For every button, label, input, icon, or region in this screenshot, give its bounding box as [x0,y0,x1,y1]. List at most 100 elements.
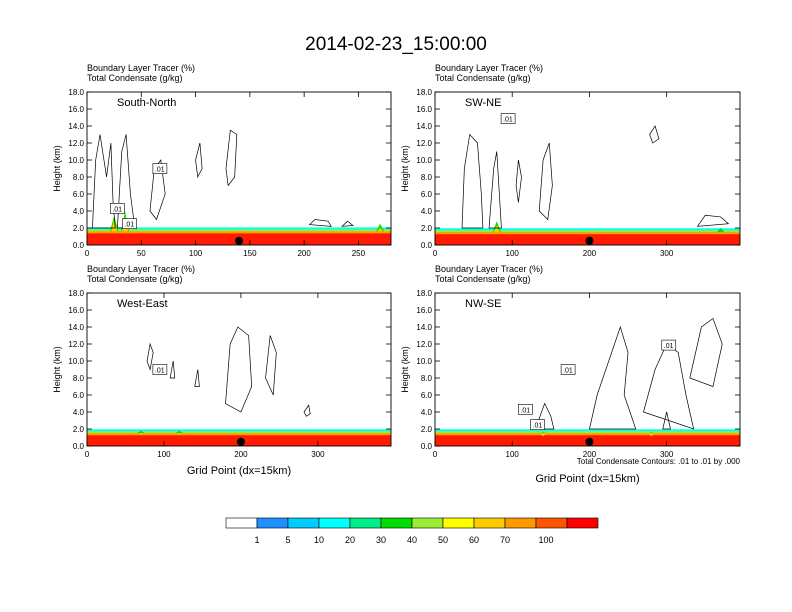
y-tick-label: 14.0 [68,122,84,131]
y-tick-label: 4.0 [73,408,85,417]
x-axis-label: Grid Point (dx=15km) [535,473,639,485]
section-label: SW-NE [465,97,501,109]
colorbar-swatch [442,517,475,529]
x-tick-label: 300 [660,249,674,258]
x-tick-label: 150 [243,249,257,258]
tracer-plume-core [111,219,118,232]
condensate-contour [303,404,311,417]
y-tick-label: 6.0 [421,391,433,400]
condensate-contour [194,369,200,387]
panel-south-north: Boundary Layer Tracer (%)Total Condensat… [52,63,392,258]
x-tick-label: 100 [189,249,203,258]
y-tick-label: 0.0 [73,241,85,250]
tracer-plume-core [137,433,144,435]
condensate-contour [515,159,522,203]
x-tick-label: 0 [85,249,90,258]
x-tick-label: 250 [352,249,366,258]
y-tick-label: 12.0 [68,139,84,148]
y-tick-label: 8.0 [421,374,433,383]
condensate-contour [461,133,484,229]
y-tick-label: 4.0 [421,207,433,216]
colorbar-swatch [349,517,382,529]
colorbar-label: 20 [345,535,355,545]
contour-label: .01 [155,368,165,375]
panel-title-tracer: Boundary Layer Tracer (%) [435,264,543,274]
colorbar-swatch [566,517,599,529]
contour-label-box [152,163,168,174]
y-axis-label: Height (km) [52,346,62,393]
condensate-contour [534,402,555,430]
tracer-plume-core [377,227,384,232]
y-tick-label: 16.0 [416,105,432,114]
contour-label-box [152,364,168,375]
x-tick-label: 200 [583,450,597,459]
colorbar-label: 100 [538,535,553,545]
tracer-plume-core [176,433,183,435]
y-tick-label: 14.0 [416,323,432,332]
figure-title: 2014-02-23_15:00:00 [305,34,487,55]
colorbar-label: 50 [438,535,448,545]
x-tick-label: 0 [433,450,438,459]
y-tick-label: 10.0 [416,357,432,366]
contour-label: .01 [112,206,122,213]
condensate-contour [117,134,136,229]
y-tick-label: 18.0 [68,289,84,298]
y-tick-label: 0.0 [73,442,85,451]
colorbar: 1 5 10 20 30 40 50 60 70 100 [225,517,599,545]
plot-frame [434,91,741,246]
condensate-contour [308,219,332,227]
colorbar-swatch [473,517,506,529]
tracer-plume [136,430,145,434]
y-tick-label: 2.0 [73,224,85,233]
colorbar-label: 10 [314,535,324,545]
colorbar-label: 1 [254,535,259,545]
y-tick-label: 10.0 [68,357,84,366]
contour-label: .01 [664,343,674,350]
y-tick-label: 18.0 [416,289,432,298]
tracer-plume [647,432,656,434]
tracer-plume [376,223,385,232]
y-tick-label: 12.0 [416,139,432,148]
x-tick-label: 0 [85,450,90,459]
condensate-contour [488,151,502,229]
panel-west-east: Boundary Layer Tracer (%)Total Condensat… [52,264,392,477]
y-tick-label: 8.0 [73,374,85,383]
y-tick-label: 6.0 [73,190,85,199]
colorbar-swatch [380,517,413,529]
contour-label-box [518,404,533,415]
y-axis-label: Height (km) [52,145,62,192]
condensate-contour [169,360,176,379]
y-tick-label: 2.0 [73,425,85,434]
colorbar-swatch [318,517,351,529]
tracer-plume-core [540,433,547,437]
condensate-contour [146,342,154,371]
y-tick-label: 4.0 [421,408,433,417]
condensate-contour [265,335,277,396]
condensate-contour [149,159,166,221]
contour-label: .01 [124,222,134,229]
plot-frame [86,292,392,447]
x-tick-label: 50 [137,249,146,258]
x-tick-label: 100 [157,450,171,459]
y-tick-label: 6.0 [73,391,85,400]
contour-label-box [661,339,677,351]
colorbar-swatch [535,517,568,529]
contour-label: .01 [520,407,530,414]
y-tick-label: 2.0 [421,224,433,233]
x-tick-label: 200 [583,249,597,258]
colorbar-label: 40 [407,535,417,545]
contour-label-box [500,113,516,124]
tracer-plume-core [648,433,655,437]
y-tick-label: 8.0 [73,173,85,182]
contour-label: .01 [563,368,573,375]
y-tick-label: 0.0 [421,442,433,451]
x-tick-label: 0 [433,249,438,258]
x-axis-label: Grid Point (dx=15km) [187,465,291,477]
y-tick-label: 4.0 [73,207,85,216]
y-tick-label: 10.0 [68,156,84,165]
y-tick-label: 0.0 [421,241,433,250]
colorbar-label: 30 [376,535,386,545]
x-tick-label: 100 [506,450,520,459]
contour-label-box [110,203,125,214]
